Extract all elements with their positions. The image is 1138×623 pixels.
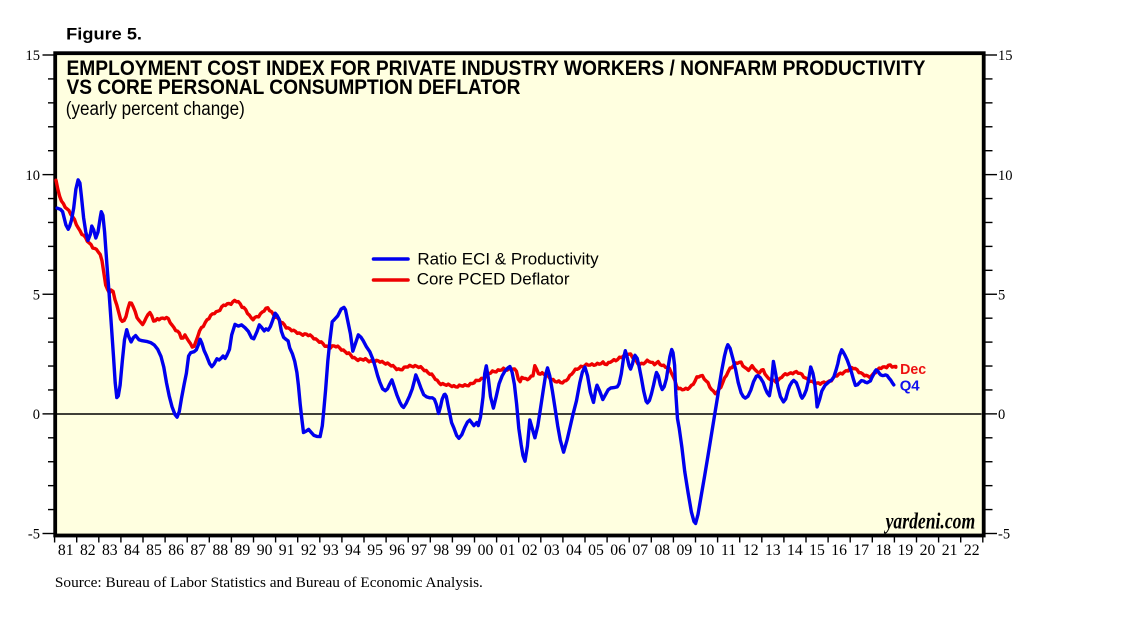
svg-text:91: 91 bbox=[279, 542, 295, 559]
svg-text:5: 5 bbox=[998, 287, 1005, 303]
svg-text:18: 18 bbox=[875, 542, 891, 559]
svg-text:20: 20 bbox=[920, 542, 936, 559]
svg-text:86: 86 bbox=[168, 542, 184, 559]
svg-text:00: 00 bbox=[478, 542, 494, 559]
svg-text:0: 0 bbox=[33, 407, 40, 423]
svg-text:06: 06 bbox=[610, 542, 626, 559]
svg-text:96: 96 bbox=[389, 542, 405, 559]
svg-text:-5: -5 bbox=[998, 527, 1010, 543]
svg-text:81: 81 bbox=[58, 542, 74, 559]
svg-text:21: 21 bbox=[942, 542, 958, 559]
svg-text:5: 5 bbox=[33, 287, 40, 303]
svg-text:EMPLOYMENT COST INDEX FOR PRIV: EMPLOYMENT COST INDEX FOR PRIVATE INDUST… bbox=[67, 57, 926, 80]
svg-text:22: 22 bbox=[964, 542, 980, 559]
svg-text:10: 10 bbox=[998, 168, 1013, 184]
svg-text:84: 84 bbox=[124, 542, 140, 559]
svg-text:17: 17 bbox=[853, 542, 869, 559]
svg-text:Q4: Q4 bbox=[900, 377, 920, 394]
svg-text:85: 85 bbox=[146, 542, 162, 559]
svg-text:yardeni.com: yardeni.com bbox=[883, 509, 975, 535]
svg-text:0: 0 bbox=[998, 407, 1005, 423]
svg-text:Source: Bureau of Labor Statis: Source: Bureau of Labor Statistics and B… bbox=[55, 575, 483, 591]
svg-text:07: 07 bbox=[632, 542, 648, 559]
svg-text:94: 94 bbox=[345, 542, 361, 559]
svg-text:98: 98 bbox=[433, 542, 449, 559]
svg-text:08: 08 bbox=[654, 542, 670, 559]
svg-text:95: 95 bbox=[367, 542, 383, 559]
svg-text:87: 87 bbox=[190, 542, 206, 559]
svg-text:09: 09 bbox=[677, 542, 693, 559]
svg-text:16: 16 bbox=[831, 542, 847, 559]
svg-text:15: 15 bbox=[998, 48, 1013, 64]
svg-text:92: 92 bbox=[301, 542, 317, 559]
svg-text:02: 02 bbox=[522, 542, 538, 559]
svg-text:14: 14 bbox=[787, 542, 803, 559]
svg-text:89: 89 bbox=[235, 542, 251, 559]
svg-text:Core PCED Deflator: Core PCED Deflator bbox=[417, 270, 570, 289]
svg-text:83: 83 bbox=[102, 542, 118, 559]
svg-text:15: 15 bbox=[809, 542, 825, 559]
svg-text:90: 90 bbox=[257, 542, 273, 559]
svg-text:VS CORE PERSONAL CONSUMPTION D: VS CORE PERSONAL CONSUMPTION DEFLATOR bbox=[67, 76, 521, 99]
svg-text:03: 03 bbox=[544, 542, 560, 559]
svg-text:Figure 5.: Figure 5. bbox=[66, 26, 142, 44]
svg-text:15: 15 bbox=[26, 48, 41, 64]
svg-text:97: 97 bbox=[411, 542, 427, 559]
svg-text:Ratio ECI & Productivity: Ratio ECI & Productivity bbox=[417, 250, 599, 269]
svg-text:11: 11 bbox=[721, 542, 736, 559]
svg-text:99: 99 bbox=[456, 542, 472, 559]
svg-text:19: 19 bbox=[898, 542, 914, 559]
svg-text:82: 82 bbox=[80, 542, 96, 559]
svg-text:93: 93 bbox=[323, 542, 339, 559]
svg-text:12: 12 bbox=[743, 542, 759, 559]
svg-text:10: 10 bbox=[26, 168, 41, 184]
svg-text:13: 13 bbox=[765, 542, 781, 559]
svg-text:01: 01 bbox=[500, 542, 516, 559]
svg-text:04: 04 bbox=[566, 542, 582, 559]
svg-text:05: 05 bbox=[588, 542, 604, 559]
svg-text:(yearly percent change): (yearly percent change) bbox=[66, 99, 245, 120]
svg-text:10: 10 bbox=[699, 542, 715, 559]
svg-text:-5: -5 bbox=[28, 527, 40, 543]
svg-text:Dec: Dec bbox=[900, 361, 926, 378]
svg-text:88: 88 bbox=[212, 542, 228, 559]
